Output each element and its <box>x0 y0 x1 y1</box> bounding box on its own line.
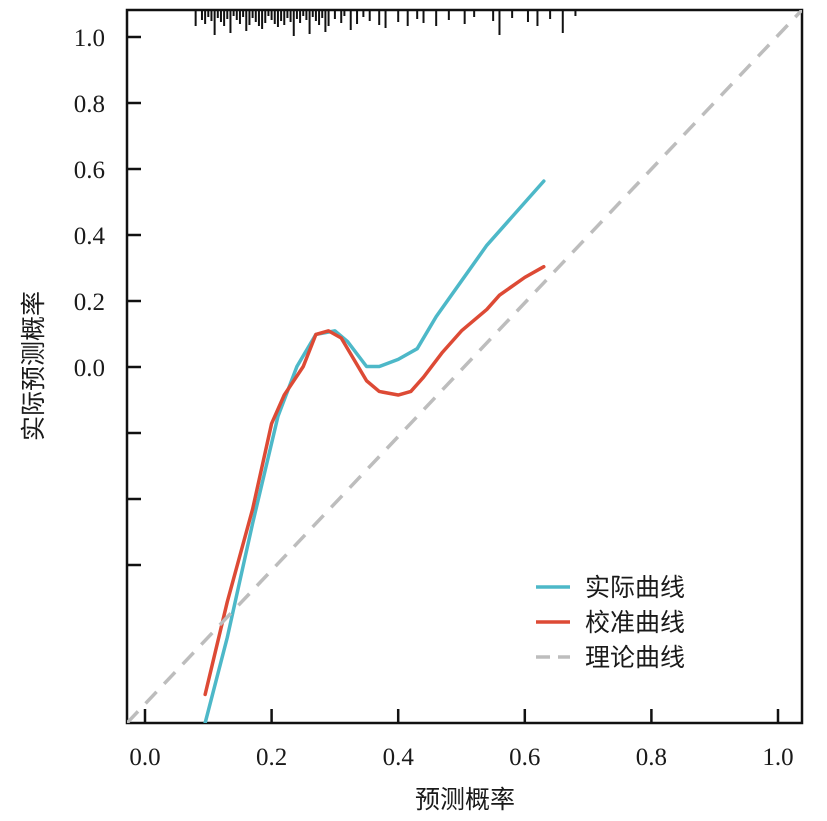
y-tick-label: 0.2 <box>74 289 105 316</box>
y-tick-label: 0.8 <box>74 91 105 118</box>
y-axis-title: 实际预测概率 <box>19 291 48 441</box>
y-tick-label: 0.0 <box>74 355 105 382</box>
y-tick-label: 0.6 <box>74 157 105 184</box>
legend-label: 校准曲线 <box>585 608 685 637</box>
y-tick-label: 1.0 <box>74 25 105 52</box>
x-axis-title: 预测概率 <box>415 785 515 814</box>
x-tick-label: 0.0 <box>129 744 160 771</box>
x-tick-label: 1.0 <box>762 744 793 771</box>
rug-marks <box>194 10 577 36</box>
x-tick-label: 0.6 <box>509 744 540 771</box>
series-line <box>203 264 546 697</box>
legend-label: 实际曲线 <box>585 573 685 602</box>
x-tick-label: 0.4 <box>383 744 415 771</box>
legend-label: 理论曲线 <box>585 643 685 672</box>
x-tick-label: 0.2 <box>256 744 287 771</box>
series-line <box>203 179 546 723</box>
curve-lines <box>127 10 802 723</box>
y-tick-label: 0.4 <box>74 223 106 250</box>
x-tick-label: 0.8 <box>636 744 667 771</box>
series-line <box>127 10 802 723</box>
